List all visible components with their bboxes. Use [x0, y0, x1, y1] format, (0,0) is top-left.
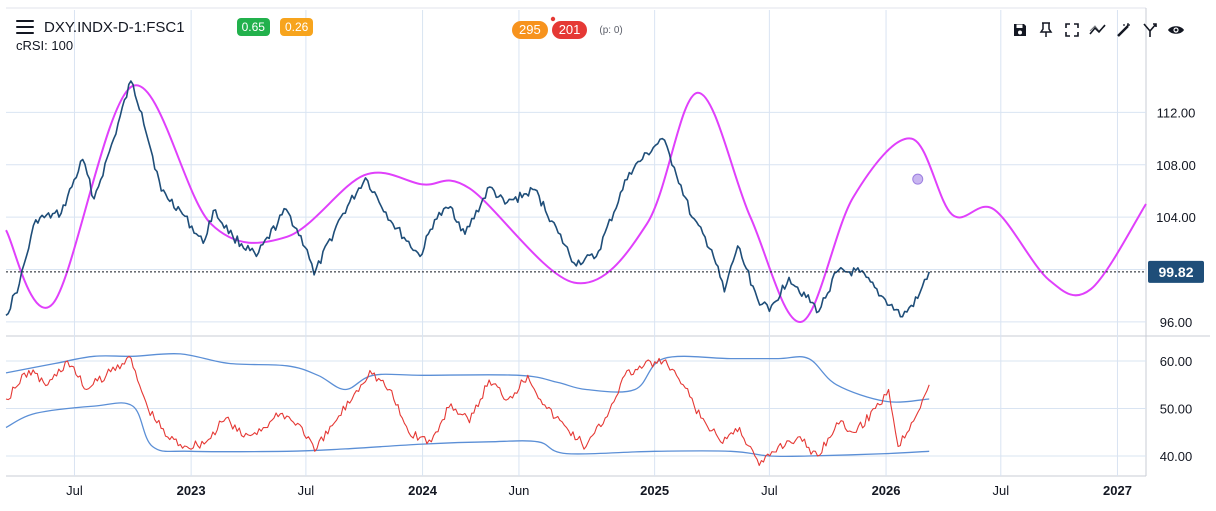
- rsi-tick-label: 60.00: [1160, 354, 1193, 369]
- badge-green: 0.65: [236, 18, 270, 36]
- x-tick-label: Jul: [992, 483, 1009, 498]
- price-line: [5, 80, 930, 318]
- menu-icon[interactable]: [16, 20, 34, 34]
- price-tick-label: 96.00: [1160, 315, 1193, 330]
- x-tick-label: Jun: [508, 483, 529, 498]
- fork-icon[interactable]: [1140, 20, 1160, 40]
- last-price-label: 99.82: [1158, 264, 1193, 280]
- x-tick-label: Jul: [761, 483, 778, 498]
- price-tick-label: 104.00: [1156, 210, 1196, 225]
- trend-icon[interactable]: [1088, 20, 1108, 40]
- price-tick-label: 112.00: [1157, 105, 1196, 120]
- x-tick-label: 2023: [177, 483, 206, 498]
- indicator-label: cRSI: 100: [16, 38, 74, 53]
- x-tick-label: 2027: [1103, 483, 1132, 498]
- cycle-marker[interactable]: [912, 173, 924, 185]
- x-tick-label: Jul: [66, 483, 83, 498]
- p-note: (p: 0): [599, 24, 623, 36]
- chart-header: DXY.INDX-D-1:FSC1 0.65 0.26: [16, 18, 314, 36]
- x-tick-label: Jul: [298, 483, 315, 498]
- rsi-line: [5, 355, 930, 467]
- cycle-info: 295 201 (p: 0): [512, 21, 623, 39]
- fullscreen-icon[interactable]: [1062, 20, 1082, 40]
- x-tick-label: 2024: [408, 483, 438, 498]
- price-tick-label: 108.00: [1156, 158, 1196, 173]
- save-icon[interactable]: [1010, 20, 1030, 40]
- symbol-title[interactable]: DXY.INDX-D-1:FSC1: [44, 18, 185, 36]
- rsi-tick-label: 40.00: [1160, 449, 1193, 464]
- toolbar: [1010, 20, 1186, 40]
- x-tick-label: 2025: [640, 483, 669, 498]
- upper-band-line: [5, 352, 930, 403]
- badge-orange: 0.26: [279, 18, 314, 36]
- last-price-tag: [1148, 260, 1204, 283]
- lower-band-line: [5, 402, 930, 458]
- magic-wand-icon[interactable]: [1114, 20, 1134, 40]
- pill-red: 201: [551, 21, 588, 39]
- eye-icon[interactable]: [1166, 20, 1186, 40]
- cycle-line: [5, 84, 1147, 323]
- alert-dot: [550, 16, 556, 22]
- x-tick-label: 2026: [872, 483, 901, 498]
- pill-orange: 295: [512, 21, 548, 39]
- pin-icon[interactable]: [1036, 20, 1056, 40]
- rsi-tick-label: 50.00: [1160, 402, 1193, 417]
